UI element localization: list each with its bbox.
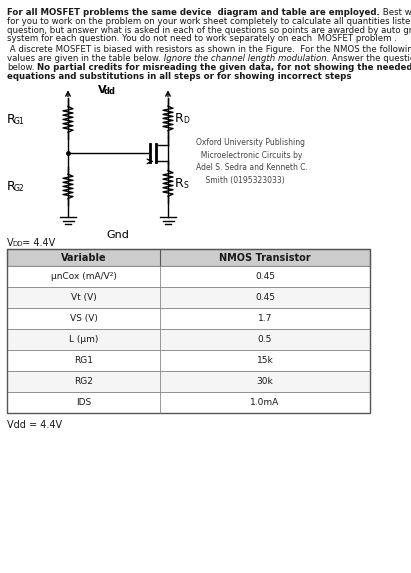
Text: R: R [175,112,184,125]
Text: Gnd: Gnd [106,230,129,241]
Text: R: R [7,113,16,126]
Bar [7,249,370,266]
Text: NMOS Transistor: NMOS Transistor [219,253,311,263]
Bar [7,371,370,393]
Text: below.: below. [7,63,35,72]
Text: Vdd = 4.4V: Vdd = 4.4V [7,421,62,430]
Bar [7,351,370,371]
Text: 0.45: 0.45 [255,272,275,281]
Text: Variable: Variable [61,253,106,263]
Text: A discrete MOSFET is biased with resistors as shown in the Figure.  For the NMOS: A discrete MOSFET is biased with resisto… [7,45,411,54]
Text: RG1: RG1 [74,356,93,366]
Text: S: S [183,182,188,190]
Bar [7,266,370,288]
Bar [7,393,370,413]
Text: Oxford University Publishing
  Microelectronic Circuits by
Adel S. Sedra and Ken: Oxford University Publishing Microelectr… [196,139,308,185]
Bar [7,249,370,413]
Bar [7,329,370,351]
Text: V: V [7,238,14,249]
Text: Ignore the channel length modulation.: Ignore the channel length modulation. [161,54,329,63]
Text: 0.45: 0.45 [255,293,275,303]
Text: IDS: IDS [76,398,91,407]
Text: equations and substitutions in all steps or for showing incorrect steps: equations and substitutions in all steps… [7,72,351,81]
Text: 30k: 30k [256,378,273,386]
Text: R: R [175,177,184,190]
Text: For all MOSFET problems the same device  diagram and table are employed.: For all MOSFET problems the same device … [7,8,380,17]
Text: for you to work on the problem on your work sheet completely to calculate all qu: for you to work on the problem on your w… [7,17,411,26]
Text: system for each question. You do not need to work separately on each  MOSFET pro: system for each question. You do not nee… [7,34,397,44]
Text: dd: dd [104,88,116,96]
Text: L (μm): L (μm) [69,335,98,344]
Text: question, but answer what is asked in each of the questions so points are awarde: question, but answer what is asked in ea… [7,26,411,34]
Text: Vt (V): Vt (V) [71,293,96,303]
Text: DD: DD [12,241,23,247]
Bar [7,308,370,329]
Text: R: R [7,180,16,193]
Text: Best would be: Best would be [380,8,411,17]
Text: = 4.4V: = 4.4V [18,238,55,249]
Text: 1.0mA: 1.0mA [250,398,279,407]
Text: No partial credits for misreading the given data, for not showing the needed: No partial credits for misreading the gi… [35,63,411,72]
Text: Answer the questions: Answer the questions [329,54,411,63]
Bar [7,288,370,308]
Text: 1.7: 1.7 [258,315,272,323]
Text: μnCox (mA/V²): μnCox (mA/V²) [51,272,116,281]
Text: VS (V): VS (V) [69,315,97,323]
Text: V: V [98,85,106,95]
Text: 15k: 15k [256,356,273,366]
Text: RG2: RG2 [74,378,93,386]
Text: G1: G1 [14,117,25,127]
Text: G2: G2 [14,185,25,194]
Text: D: D [183,116,189,125]
Text: values are given in the table below.: values are given in the table below. [7,54,161,63]
Text: 0.5: 0.5 [258,335,272,344]
